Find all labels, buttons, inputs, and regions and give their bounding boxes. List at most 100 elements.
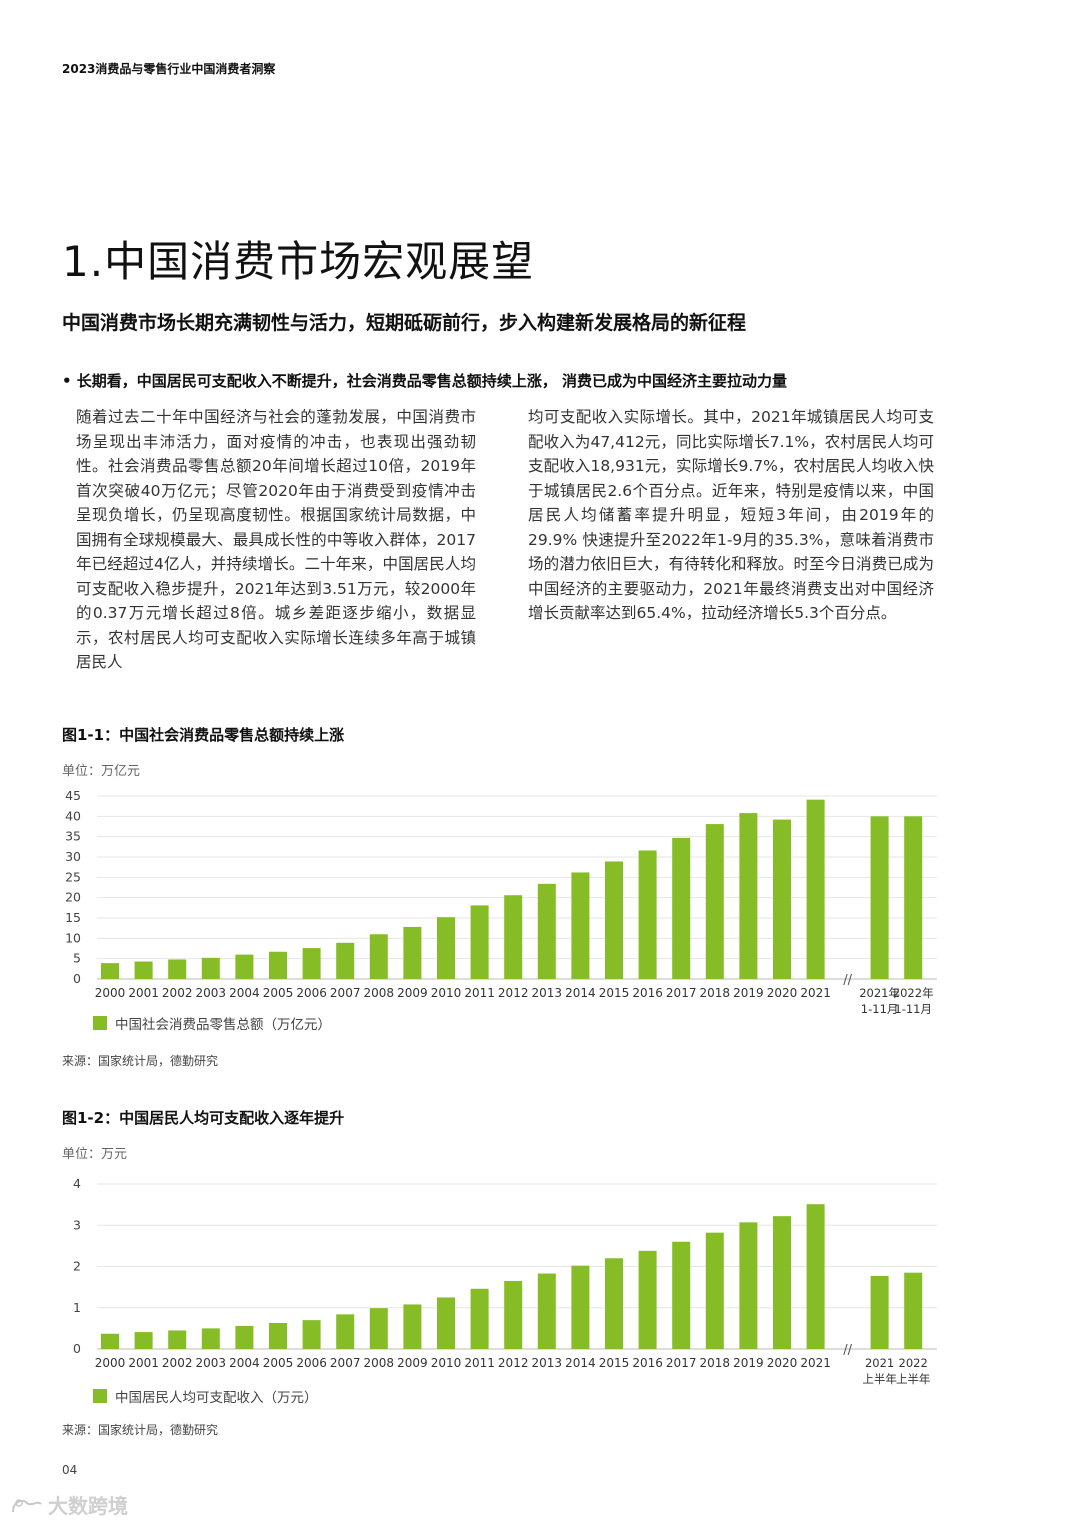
y-tick-label: 0 [73,971,81,986]
running-header: 2023消费品与零售行业中国消费者洞察 [62,62,276,76]
x-tick-label: 2002 [162,986,193,1000]
bar [870,1275,889,1349]
x-tick-label: 2021 [800,986,831,1000]
bar [705,824,724,979]
x-tick-label: 2003 [196,1356,227,1370]
x-tick-label: 2005 [263,986,294,1000]
x-tick-label: 2008 [364,1356,395,1370]
bar [403,926,422,979]
bar [904,1272,923,1349]
x-tick-label: 2009 [397,986,428,1000]
bar [904,816,923,979]
bar [537,883,556,979]
x-tick-label: 2022年 [893,986,934,1000]
bar [773,819,791,979]
figure-1-1-unit: 单位：万亿元 [62,764,141,779]
axis-break-marker: // [843,1343,852,1358]
y-tick-label: 25 [65,869,81,884]
x-tick-label: 2007 [330,986,361,1000]
x-tick-label: 2019 [733,986,764,1000]
bar [201,957,220,979]
bar [336,1314,355,1349]
bar [705,1232,724,1349]
bar [773,1216,791,1349]
bar [437,917,455,979]
x-tick-label: 2006 [296,1356,327,1370]
figure-1-2-title: 图1-2：中国居民人均可支配收入逐年提升 [62,1109,345,1127]
bar [235,1325,254,1349]
y-tick-label: 1 [73,1300,81,1315]
x-tick-label: 2004 [229,986,260,1000]
bar [806,799,825,979]
bar [672,837,691,979]
x-tick-label: 2018 [700,1356,731,1370]
bar [269,951,287,979]
x-tick-label: 2021 [865,1356,894,1370]
legend-swatch [93,1389,107,1403]
y-tick-label: 45 [65,788,81,803]
x-tick-label: 2021年 [859,986,900,1000]
legend-swatch [93,1016,107,1030]
bar [739,1222,758,1349]
x-tick-label: 2020 [767,986,798,1000]
x-tick-label: 2021 [800,1356,831,1370]
x-tick-label: 2013 [532,1356,563,1370]
x-tick-label: 上半年 [862,1372,897,1386]
x-tick-label: 2002 [162,1356,193,1370]
figure-1-2-source: 来源：国家统计局，德勤研究 [62,1423,219,1437]
x-tick-label: 2008 [364,986,395,1000]
y-tick-label: 35 [65,829,81,844]
bar [870,816,889,979]
x-tick-label: 2014 [565,1356,596,1370]
bar [101,963,119,979]
x-tick-label: 2013 [532,986,563,1000]
y-tick-label: 3 [73,1217,81,1232]
x-tick-label: 2017 [666,986,697,1000]
y-tick-label: 5 [73,951,81,966]
bar [504,1280,523,1349]
bar [605,861,623,979]
section-subtitle: 中国消费市场长期充满韧性与活力，短期砥砺前行，步入构建新发展格局的新征程 [62,312,747,334]
x-tick-label: 2007 [330,1356,361,1370]
x-tick-label: 2016 [632,986,663,1000]
figure-1-1-source: 来源：国家统计局，德勤研究 [62,1054,219,1068]
bar [101,1333,119,1349]
bar [302,1320,321,1349]
body-text-left: 随着过去二十年中国经济与社会的蓬勃发展，中国消费市场呈现出丰沛活力，面对疫情的冲… [76,408,476,671]
bar [134,961,153,979]
figure-1-2-legend: 中国居民人均可支配收入（万元） [93,1386,318,1406]
x-tick-label: 2009 [397,1356,428,1370]
bar [336,942,355,979]
bar [672,1241,691,1349]
watermark-logo-icon [12,1498,42,1512]
y-tick-label: 0 [73,1341,81,1356]
x-tick-label: 2022 [899,1356,928,1370]
bar [235,954,254,979]
bar [134,1332,153,1349]
x-tick-label: 2001 [128,986,159,1000]
page-number: 04 [62,1463,78,1477]
figure-1-2-unit: 单位：万元 [62,1147,128,1162]
x-tick-label: 2000 [95,986,126,1000]
key-point-bullet: • 长期看，中国居民可支配收入不断提升，社会消费品零售总额持续上涨， 消费已成为… [62,372,788,390]
x-tick-label: 2011 [464,986,495,1000]
x-tick-label: 2017 [666,1356,697,1370]
x-tick-label: 2010 [431,986,462,1000]
x-tick-label: 2012 [498,986,529,1000]
figure-1-1-title: 图1-1：中国社会消费品零售总额持续上涨 [62,726,345,744]
x-tick-label: 2005 [263,1356,294,1370]
bar [571,1265,590,1349]
bar [168,1330,187,1349]
x-tick-label: 2018 [700,986,731,1000]
bar [470,1288,489,1349]
x-tick-label: 2019 [733,1356,764,1370]
bar [806,1204,825,1349]
x-tick-label: 2003 [196,986,227,1000]
bar [369,1308,388,1349]
x-tick-label: 1-11月 [894,1002,932,1016]
bar [638,850,657,979]
bar [605,1258,623,1349]
watermark-text: 大数跨境 [48,1494,128,1518]
x-tick-label: 2016 [632,1356,663,1370]
